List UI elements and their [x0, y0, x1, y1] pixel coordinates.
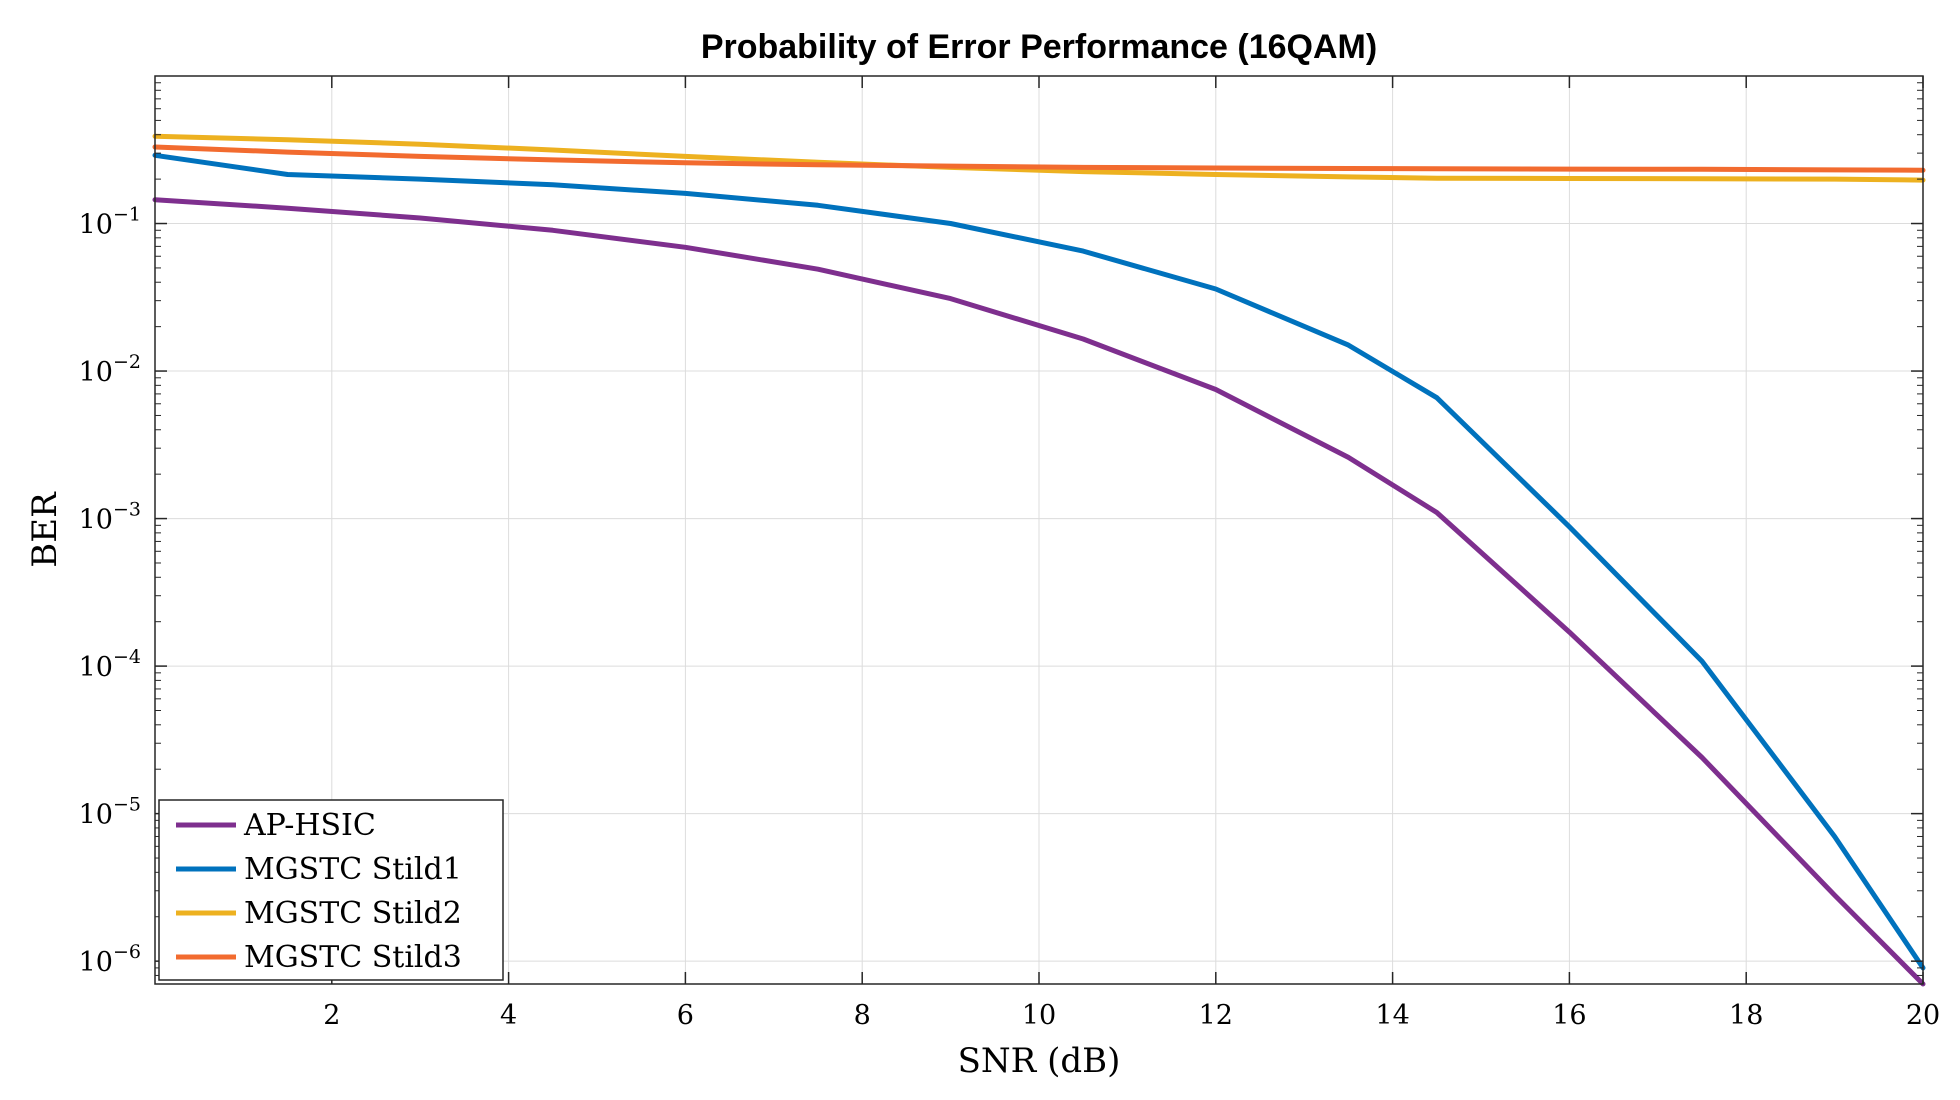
y-tick-label: 10−2: [79, 351, 141, 388]
y-tick-label: 10−3: [79, 499, 141, 536]
series-line-mgstc-stild2: [152, 133, 1926, 183]
legend-label-ap-hsic: AP-HSIC: [243, 808, 376, 843]
x-tick-label: 16: [1552, 1000, 1586, 1031]
legend-label-mgstc-stild1: MGSTC Stild1: [244, 852, 462, 887]
x-tick-label: 8: [854, 1000, 871, 1031]
x-tick-label: 2: [323, 1000, 340, 1031]
axis-ticks: 2 4 6 8 10 12 14 16 18 20 10−1 10−2 10−3 10−4 10−5 10−6: [79, 76, 1940, 1031]
y-tick-label: 10−6: [79, 941, 141, 978]
plot-frame: [154, 75, 1924, 985]
legend-label-mgstc-stild2: MGSTC Stild2: [244, 896, 462, 931]
y-tick-label: 10−1: [79, 204, 141, 241]
series-line-ap-hsic: [152, 197, 1926, 987]
legend-label-mgstc-stild3: MGSTC Stild3: [244, 940, 462, 975]
x-tick-label: 12: [1199, 1000, 1233, 1031]
x-tick-label: 18: [1729, 1000, 1763, 1031]
y-tick-label: 10−4: [79, 646, 141, 683]
series-lines: [152, 133, 1926, 987]
x-tick-label: 14: [1375, 1000, 1409, 1031]
legend: AP-HSIC MGSTC Stild1 MGSTC Stild2 MGSTC Sti…: [158, 799, 504, 981]
x-tick-label: 6: [677, 1000, 694, 1031]
series-line-mgstc-stild1: [152, 152, 1926, 971]
x-tick-label: 20: [1906, 1000, 1940, 1031]
y-tick-label: 10−5: [79, 794, 141, 831]
x-tick-label: 4: [500, 1000, 517, 1031]
y-axis-label: BER: [25, 491, 65, 568]
legend-box: [158, 799, 504, 981]
series-line-mgstc-stild3: [152, 144, 1926, 173]
x-axis-label: SNR (dB): [958, 1041, 1121, 1081]
chart-title: Probability of Error Performance (16QAM): [701, 28, 1377, 66]
x-tick-label: 10: [1022, 1000, 1056, 1031]
